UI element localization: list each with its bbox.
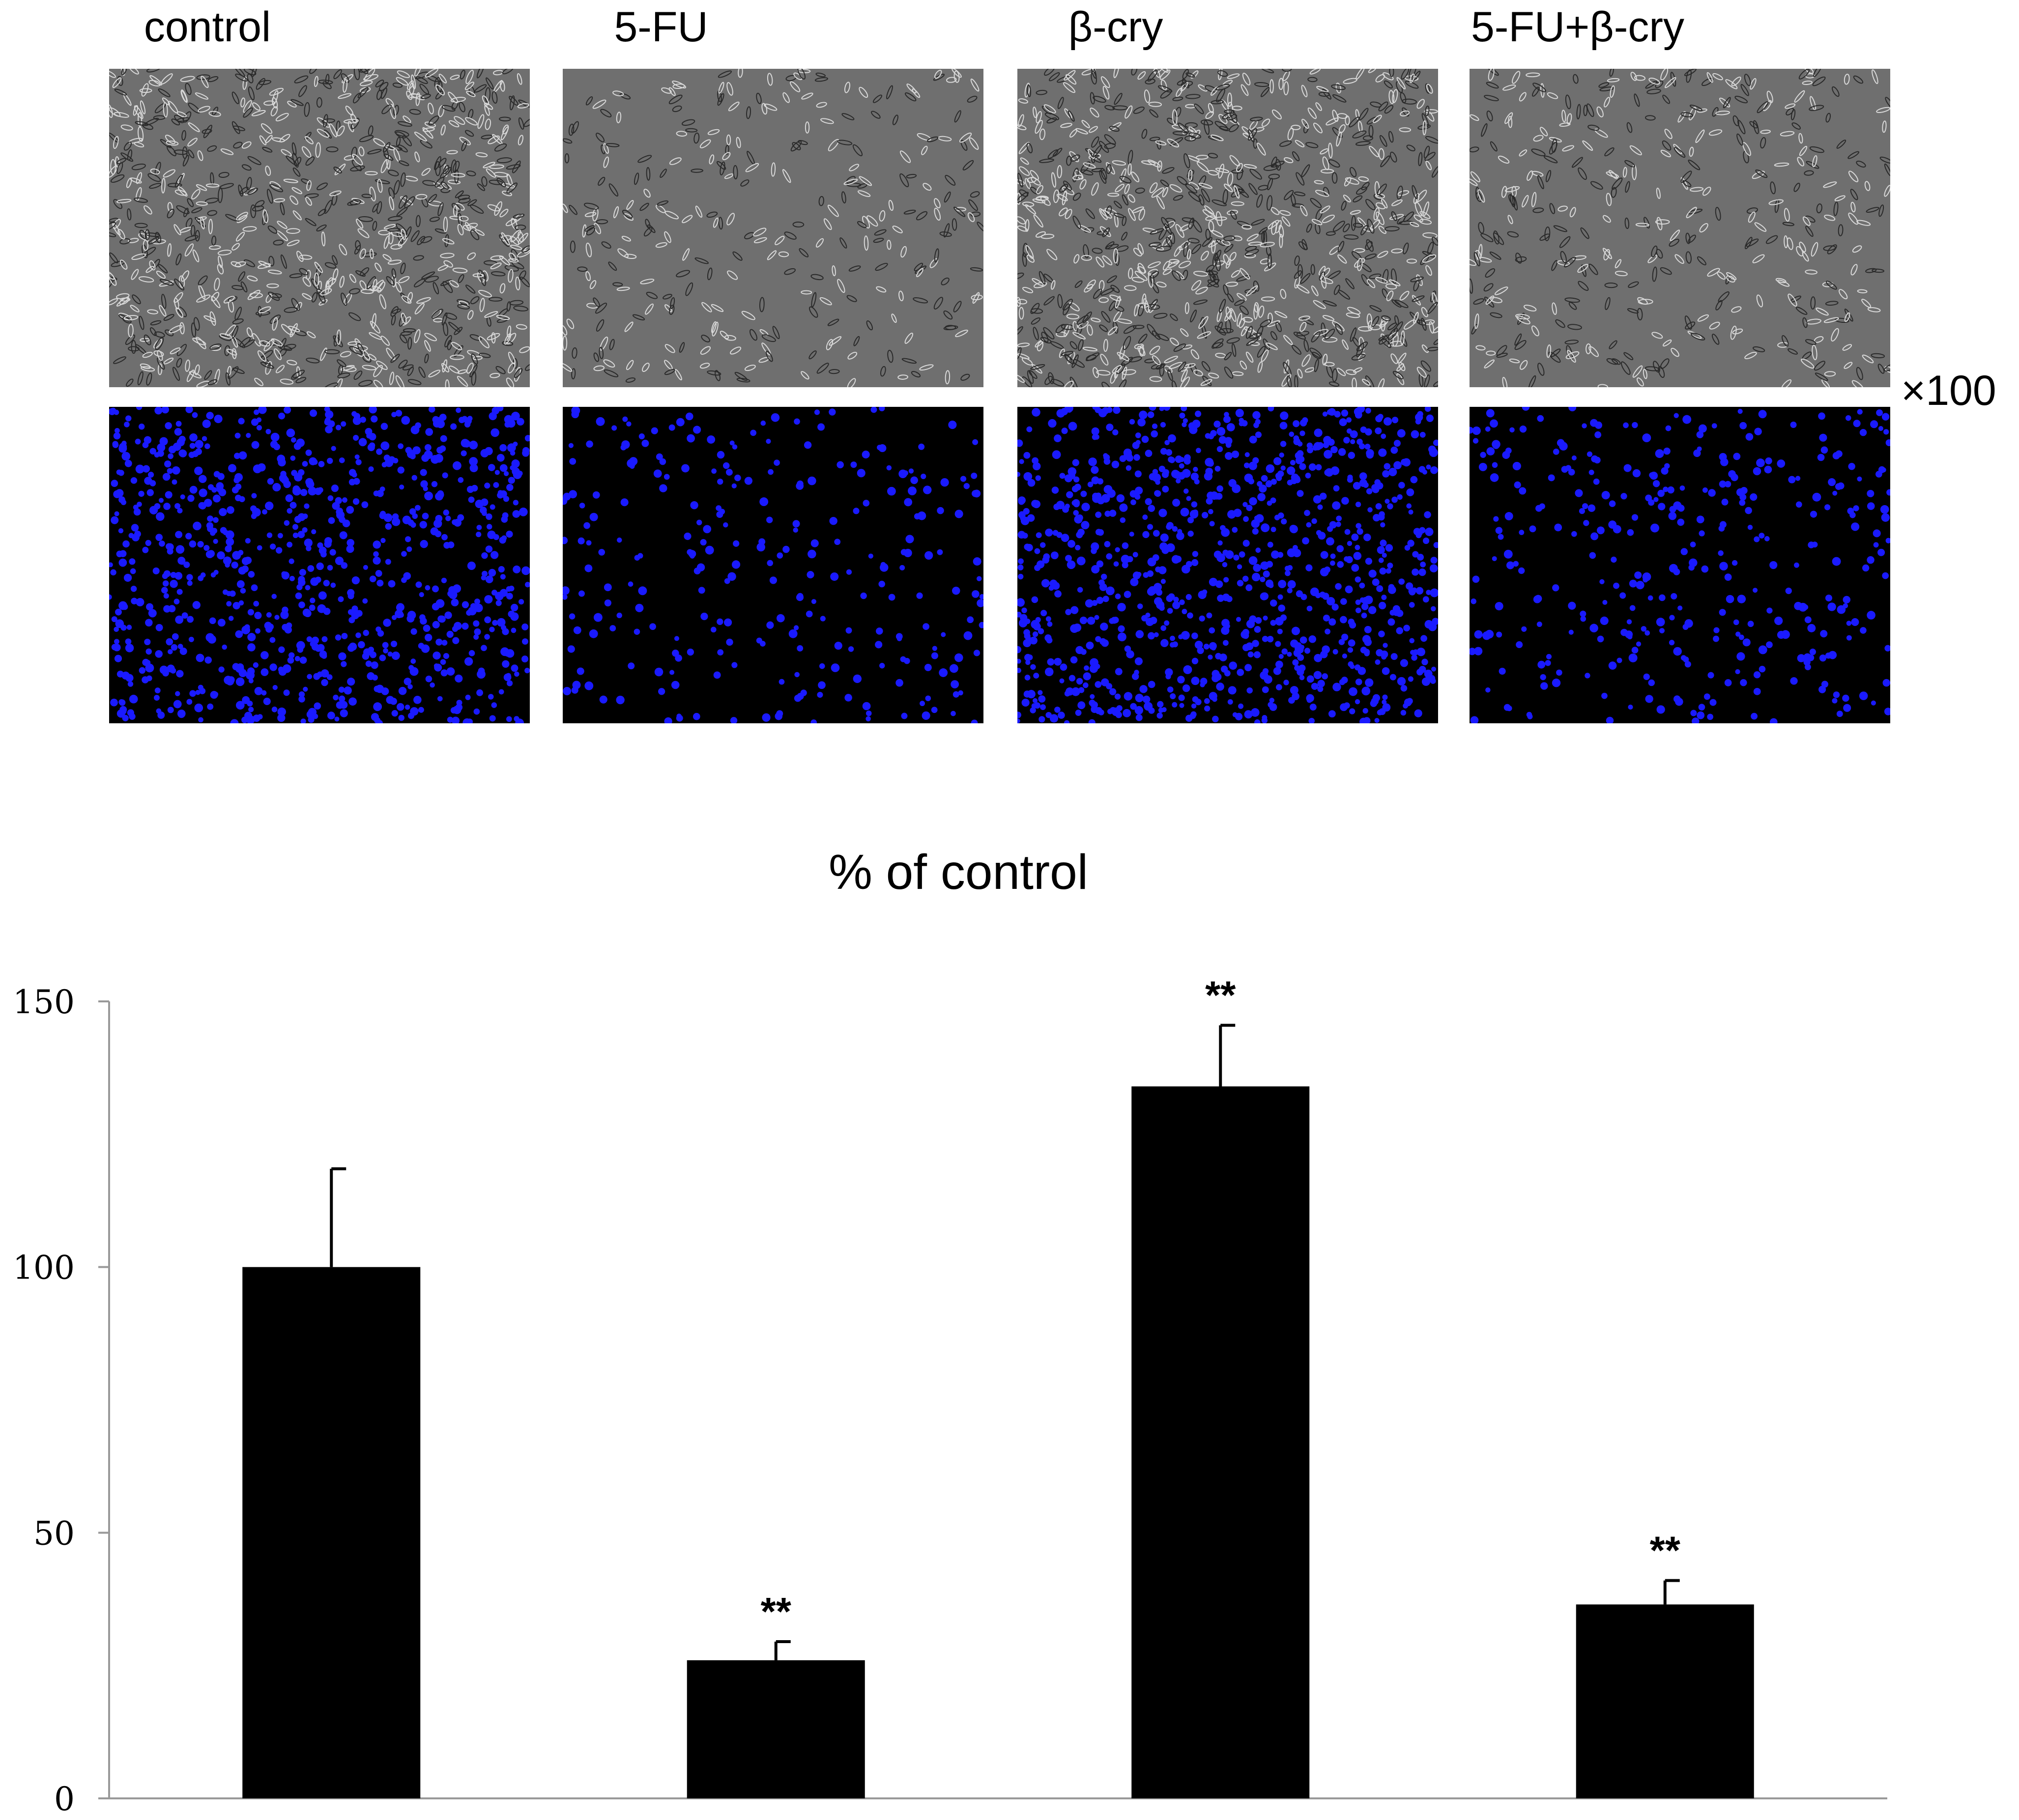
dapi-image-beta-cry — [1017, 407, 1438, 723]
y-tick-label: 0 — [54, 1780, 75, 1818]
bar-1 — [687, 1660, 865, 1798]
y-tick-label: 50 — [33, 1514, 75, 1552]
phase-contrast-image-control — [109, 69, 530, 387]
column-label-beta-cry: β-cry — [1068, 3, 1163, 51]
phase-contrast-image-5fu — [563, 69, 983, 387]
magnification-label: ×100 — [1901, 367, 1996, 414]
bar-2 — [1131, 1086, 1310, 1798]
column-label-control: control — [144, 3, 271, 51]
y-tick-label: 150 — [13, 983, 75, 1021]
phase-contrast-image-beta-cry — [1017, 69, 1438, 387]
phase-contrast-image-5fu-beta-cry — [1470, 69, 1890, 387]
y-tick-label: 100 — [13, 1249, 75, 1287]
bar-chart: 0 50 100 150 ** ** ** — [13, 973, 1887, 1818]
chart-title: % of control — [828, 845, 1089, 900]
bar-3 — [1576, 1604, 1754, 1798]
column-label-5fu-beta-cry: 5-FU+β-cry — [1471, 3, 1685, 51]
dapi-image-5fu-beta-cry — [1470, 407, 1890, 723]
column-label-5fu: 5-FU — [614, 3, 708, 51]
significance-annotation-1: ** — [761, 1590, 792, 1633]
significance-annotation-3: ** — [1650, 1529, 1681, 1572]
significance-annotation-2: ** — [1205, 973, 1236, 1017]
dapi-image-5fu — [563, 407, 983, 723]
dapi-image-control — [109, 407, 530, 723]
bar-0 — [242, 1267, 421, 1798]
